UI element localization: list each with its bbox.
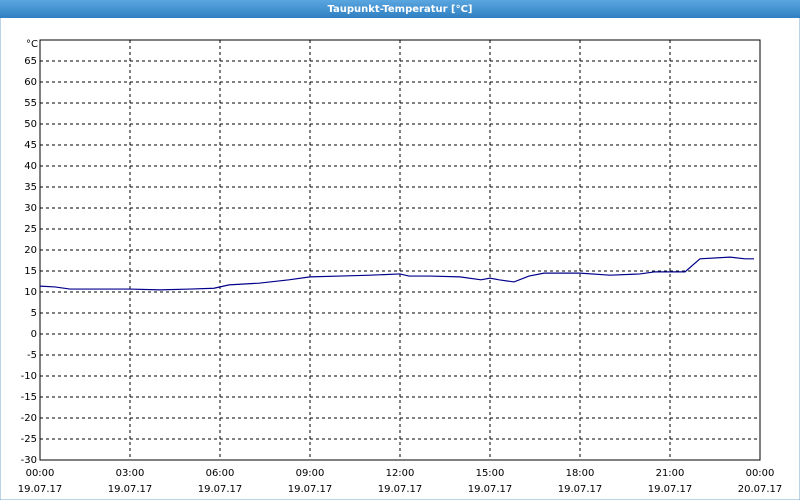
y-tick-label: 10 — [24, 287, 37, 298]
chart-title: Taupunkt-Temperatur [°C] — [327, 4, 472, 15]
x-tick-date: 19.07.17 — [108, 484, 153, 495]
x-tick-label: 00:00 — [746, 468, 775, 479]
x-tick-label: 21:00 — [656, 468, 685, 479]
x-tick-label: 06:00 — [206, 468, 235, 479]
x-tick-date: 19.07.17 — [18, 484, 63, 495]
x-tick-label: 09:00 — [296, 468, 325, 479]
y-axis-label: °C — [26, 39, 38, 50]
y-tick-label: -30 — [21, 455, 37, 466]
x-tick-date: 20.07.17 — [738, 484, 783, 495]
y-tick-label: -25 — [21, 434, 37, 445]
y-tick-label: -5 — [27, 350, 37, 361]
y-tick-label: 40 — [24, 161, 37, 172]
x-tick-label: 03:00 — [116, 468, 145, 479]
y-tick-label: 20 — [24, 245, 37, 256]
x-tick-date: 19.07.17 — [378, 484, 423, 495]
x-tick-label: 18:00 — [566, 468, 595, 479]
data-line — [39, 256, 754, 291]
x-tick-date: 19.07.17 — [558, 484, 603, 495]
y-tick-label: 45 — [24, 140, 37, 151]
y-tick-label: 55 — [24, 98, 37, 109]
y-tick-label: 65 — [24, 56, 37, 67]
y-tick-label: -20 — [21, 413, 37, 424]
x-tick-label: 00:00 — [26, 468, 55, 479]
title-bar — [0, 0, 800, 18]
x-tick-label: 12:00 — [386, 468, 415, 479]
y-tick-label: 60 — [24, 77, 37, 88]
x-tick-date: 19.07.17 — [468, 484, 513, 495]
x-tick-date: 19.07.17 — [198, 484, 243, 495]
y-tick-label: 25 — [24, 224, 37, 235]
x-tick-label: 15:00 — [476, 468, 505, 479]
y-tick-label: 0 — [31, 329, 37, 340]
y-tick-label: -10 — [21, 371, 37, 382]
x-tick-date: 19.07.17 — [648, 484, 693, 495]
y-tick-label: 30 — [24, 203, 37, 214]
x-tick-date: 19.07.17 — [288, 484, 333, 495]
y-tick-label: 15 — [24, 266, 37, 277]
y-tick-label: 5 — [31, 308, 37, 319]
y-tick-label: 50 — [24, 119, 37, 130]
y-tick-label: -15 — [21, 392, 37, 403]
y-tick-label: 35 — [24, 182, 37, 193]
